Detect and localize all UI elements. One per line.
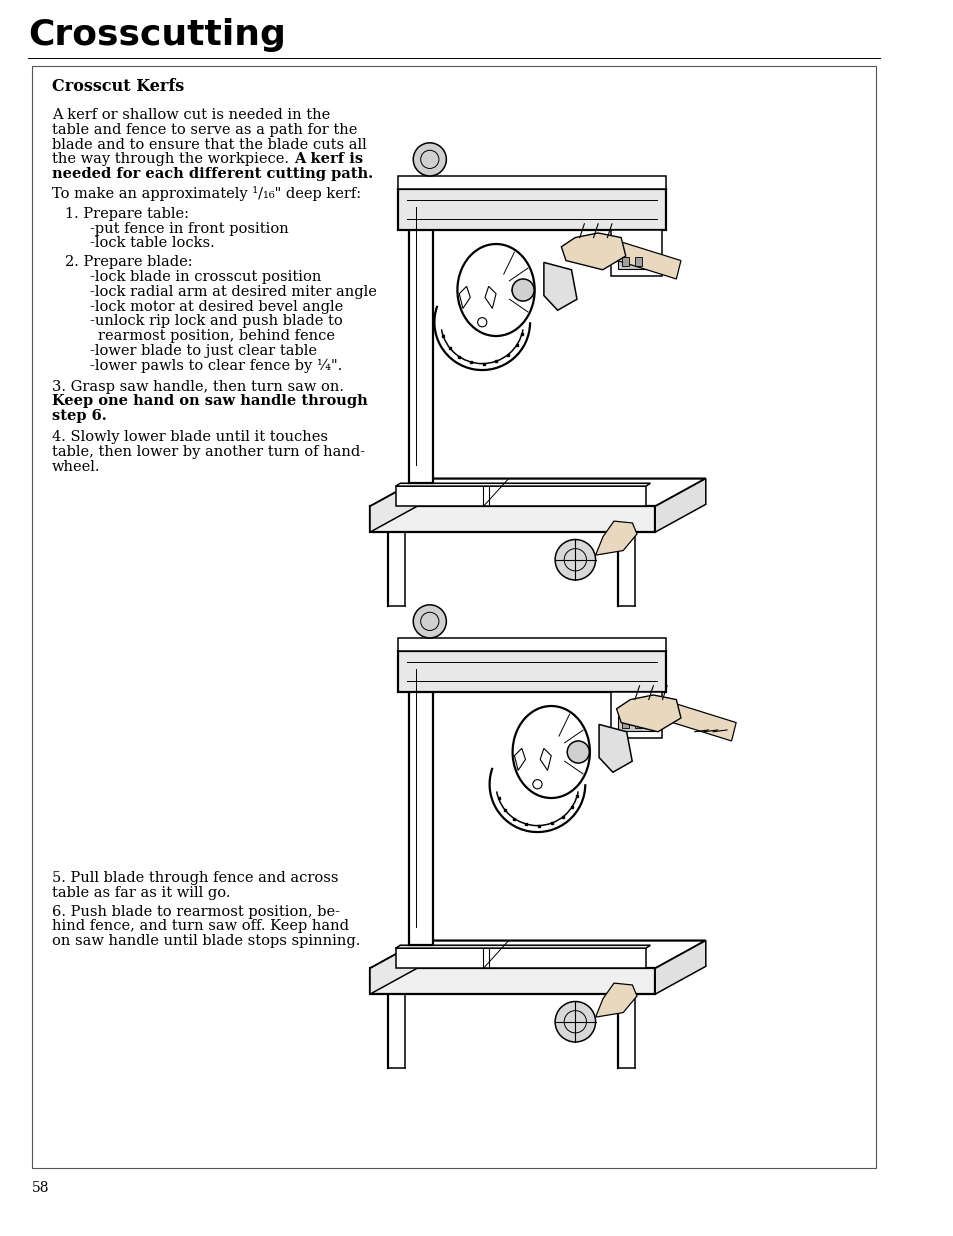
Polygon shape — [395, 486, 645, 507]
Ellipse shape — [456, 243, 534, 336]
Bar — [397, 638, 665, 651]
Text: needed for each different cutting path.: needed for each different cutting path. — [52, 167, 373, 182]
Polygon shape — [595, 983, 637, 1017]
Text: -put fence in front position: -put fence in front position — [90, 221, 289, 236]
Bar — [618, 255, 654, 269]
Polygon shape — [655, 941, 705, 994]
Circle shape — [413, 143, 446, 176]
Bar — [618, 716, 654, 730]
Text: -lock radial arm at desired miter angle: -lock radial arm at desired miter angle — [90, 284, 376, 299]
Bar — [32, 66, 875, 1168]
Polygon shape — [395, 948, 645, 968]
Bar — [611, 692, 661, 738]
Text: on saw handle until blade stops spinning.: on saw handle until blade stops spinning… — [52, 934, 360, 948]
Bar — [635, 257, 641, 266]
Polygon shape — [595, 522, 637, 555]
Polygon shape — [395, 946, 650, 948]
Polygon shape — [370, 941, 705, 968]
Text: hind fence, and turn saw off. Keep hand: hind fence, and turn saw off. Keep hand — [52, 920, 349, 933]
Text: 2. Prepare blade:: 2. Prepare blade: — [65, 255, 193, 269]
Polygon shape — [655, 478, 705, 533]
Polygon shape — [616, 695, 680, 732]
Text: 58: 58 — [32, 1182, 50, 1195]
Text: Keep one hand on saw handle through: Keep one hand on saw handle through — [52, 394, 367, 408]
Text: -lock table locks.: -lock table locks. — [90, 236, 214, 251]
Circle shape — [567, 740, 589, 763]
Text: table and fence to serve as a path for the: table and fence to serve as a path for t… — [52, 122, 357, 137]
Text: 5. Pull blade through fence and across: 5. Pull blade through fence and across — [52, 871, 338, 885]
Circle shape — [555, 1001, 595, 1042]
Bar — [611, 230, 661, 276]
Polygon shape — [395, 483, 650, 486]
Bar — [397, 651, 665, 692]
Text: 6. Push blade to rearmost position, be-: 6. Push blade to rearmost position, be- — [52, 905, 339, 918]
Bar — [397, 176, 665, 189]
Polygon shape — [370, 478, 705, 507]
Polygon shape — [560, 232, 625, 269]
Circle shape — [555, 540, 595, 580]
Text: -lock motor at desired bevel angle: -lock motor at desired bevel angle — [90, 299, 343, 314]
Circle shape — [413, 604, 446, 638]
Text: the way through the workpiece.: the way through the workpiece. — [52, 152, 294, 167]
Text: A kerf or shallow cut is needed in the: A kerf or shallow cut is needed in the — [52, 108, 330, 122]
Polygon shape — [458, 287, 470, 309]
Bar — [408, 651, 432, 946]
Text: table, then lower by another turn of hand-: table, then lower by another turn of han… — [52, 445, 365, 459]
Polygon shape — [658, 700, 736, 740]
Polygon shape — [543, 262, 577, 310]
Polygon shape — [370, 507, 655, 533]
Text: wheel.: wheel. — [52, 460, 100, 473]
Bar — [621, 719, 629, 728]
Circle shape — [533, 780, 541, 789]
Polygon shape — [598, 724, 632, 772]
Polygon shape — [514, 748, 525, 770]
Text: the way through the workpiece.: the way through the workpiece. — [52, 152, 294, 167]
Circle shape — [512, 279, 534, 302]
Ellipse shape — [512, 706, 589, 798]
Polygon shape — [370, 968, 655, 994]
Text: 1. Prepare table:: 1. Prepare table: — [65, 206, 189, 221]
Polygon shape — [484, 287, 496, 309]
Text: 4. Slowly lower blade until it touches: 4. Slowly lower blade until it touches — [52, 430, 328, 444]
Text: Crosscutting: Crosscutting — [28, 19, 286, 52]
Bar — [621, 257, 629, 266]
Polygon shape — [370, 941, 420, 994]
Text: table as far as it will go.: table as far as it will go. — [52, 886, 231, 900]
Text: 3. Grasp saw handle, then turn saw on.: 3. Grasp saw handle, then turn saw on. — [52, 379, 344, 393]
Text: A kerf is: A kerf is — [294, 152, 362, 167]
Text: -unlock rip lock and push blade to: -unlock rip lock and push blade to — [90, 314, 342, 329]
Polygon shape — [370, 478, 420, 533]
Text: To make an approximately ¹/₁₆" deep kerf:: To make an approximately ¹/₁₆" deep kerf… — [52, 185, 361, 201]
Text: blade and to ensure that the blade cuts all: blade and to ensure that the blade cuts … — [52, 137, 366, 152]
Circle shape — [477, 318, 486, 326]
Text: -lower pawls to clear fence by ¼".: -lower pawls to clear fence by ¼". — [90, 358, 342, 373]
Text: -lower blade to just clear table: -lower blade to just clear table — [90, 344, 316, 358]
Text: step 6.: step 6. — [52, 409, 107, 423]
Polygon shape — [539, 748, 551, 770]
Polygon shape — [602, 237, 680, 279]
Text: -lock blade in crosscut position: -lock blade in crosscut position — [90, 269, 321, 284]
Bar — [635, 719, 641, 728]
Text: Crosscut Kerfs: Crosscut Kerfs — [52, 78, 184, 95]
Text: rearmost position, behind fence: rearmost position, behind fence — [98, 329, 335, 344]
Bar — [408, 189, 432, 483]
Bar — [397, 189, 665, 230]
